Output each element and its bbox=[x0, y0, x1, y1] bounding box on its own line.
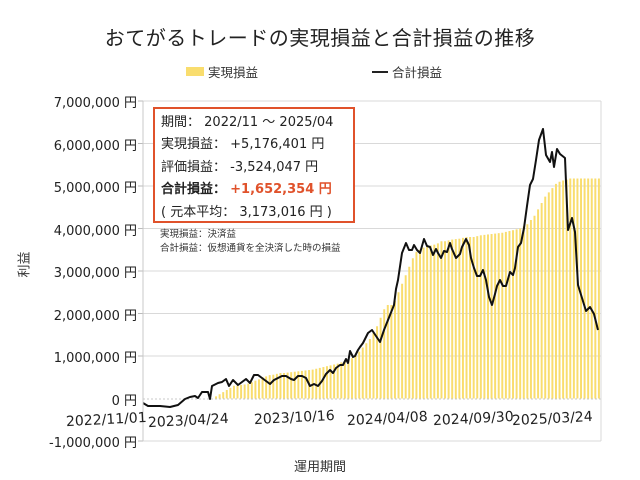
legend-item-realized: 実現損益 bbox=[186, 62, 258, 81]
note-total: 合計損益：仮想通貨を全決済した時の損益 bbox=[160, 243, 341, 254]
period-row: 期間： 2022/11 ～ 2025/04 bbox=[161, 115, 334, 130]
line-swatch-icon bbox=[372, 70, 388, 73]
legend-label-realized: 実現損益 bbox=[208, 65, 259, 80]
realized-bars bbox=[215, 178, 600, 399]
summary-box: 期間： 2022/11 ～ 2025/04 実現損益： +5,176,401 円… bbox=[153, 107, 355, 223]
x-axis-label: 運用期間 bbox=[293, 460, 346, 475]
total-row: 合計損益： +1,652,354 円 bbox=[161, 182, 332, 198]
y-tick-label: 0 円 bbox=[111, 393, 137, 409]
total-line bbox=[142, 128, 599, 408]
legend-item-total: 合計損益 bbox=[372, 62, 442, 81]
y-tick-label: -1,000,000 円 bbox=[49, 436, 137, 451]
y-tick-label: 7,000,000 円 bbox=[53, 96, 137, 111]
realized-row: 実現損益： +5,176,401 円 bbox=[161, 137, 325, 153]
y-tick-label: 1,000,000 円 bbox=[53, 351, 137, 366]
y-tick-label: 5,000,000 円 bbox=[53, 181, 137, 196]
legend-label-total: 合計損益 bbox=[392, 65, 443, 80]
legend: 実現損益 合計損益 bbox=[0, 62, 640, 82]
y-axis-label: 利益 bbox=[17, 251, 33, 278]
bar-swatch-icon bbox=[186, 67, 204, 76]
footnotes: 実現損益：決済益 合計損益：仮想通貨を全決済した時の損益 bbox=[160, 228, 341, 256]
unrealized-row: 評価損益： -3,524,047 円 bbox=[161, 159, 319, 175]
y-tick-label: 3,000,000 円 bbox=[53, 266, 137, 281]
chart-title: おてがるトレードの実現損益と合計損益の推移 bbox=[104, 26, 536, 50]
principal-row: ( 元本平均： 3,173,016 円 ) bbox=[161, 204, 332, 220]
y-tick-label: 6,000,000 円 bbox=[53, 138, 137, 154]
y-tick-label: 4,000,000 円 bbox=[53, 223, 137, 239]
y-tick-label: 2,000,000 円 bbox=[53, 308, 137, 324]
note-realized: 実現損益：決済益 bbox=[160, 229, 237, 240]
